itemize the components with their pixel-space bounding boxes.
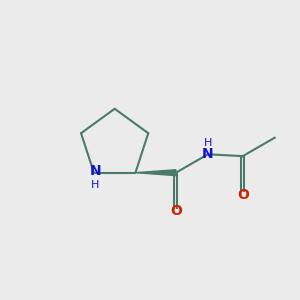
Text: H: H xyxy=(204,137,212,148)
Text: N: N xyxy=(90,164,101,178)
Text: N: N xyxy=(202,147,214,161)
Text: H: H xyxy=(91,180,100,190)
Text: O: O xyxy=(237,188,249,202)
Polygon shape xyxy=(135,170,176,176)
Text: O: O xyxy=(170,204,182,218)
